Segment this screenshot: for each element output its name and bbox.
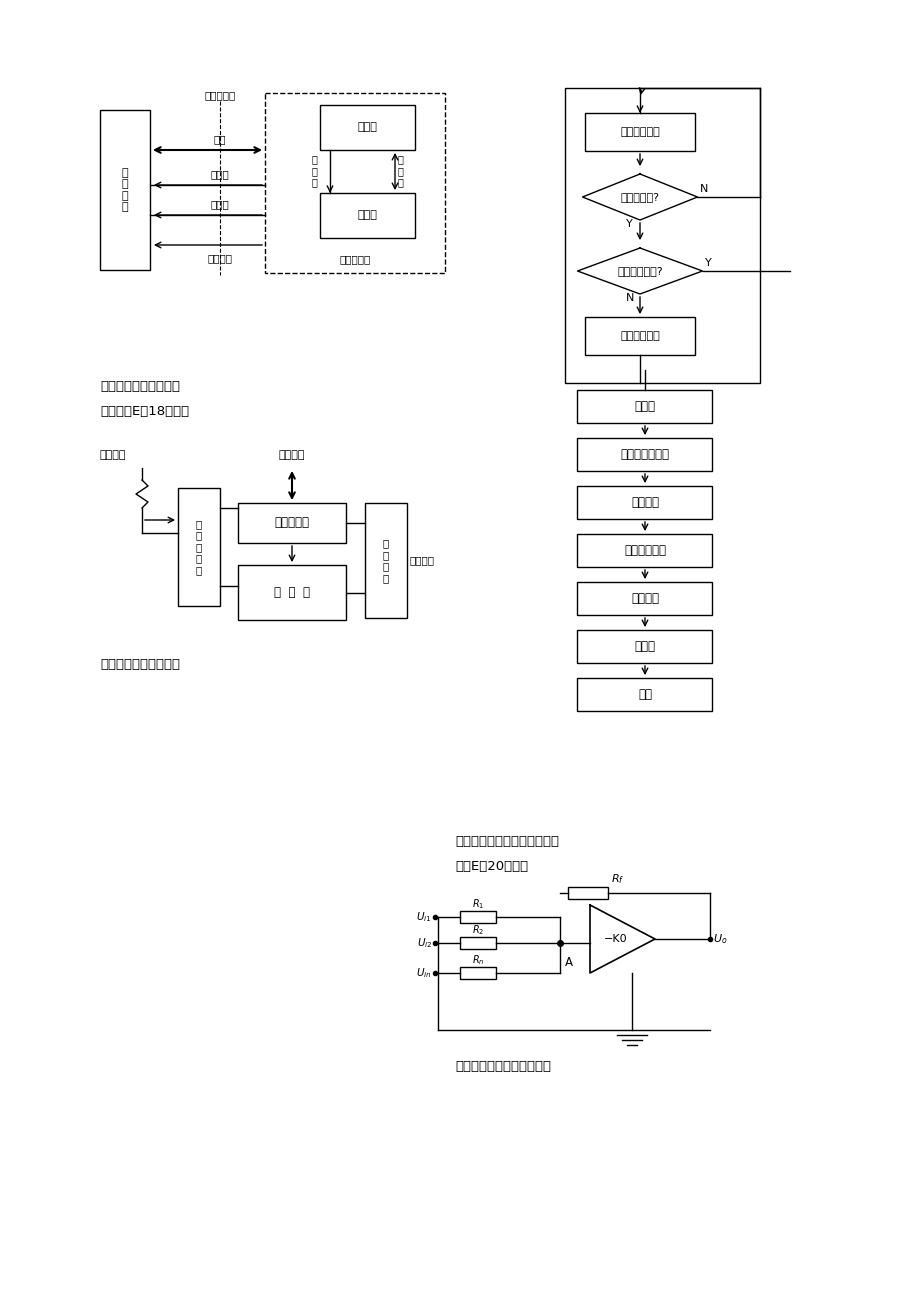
Text: 数据: 数据 <box>213 134 226 145</box>
Bar <box>577 391 711 423</box>
Text: 关中断: 关中断 <box>634 400 654 413</box>
Text: 如图E－20所示。: 如图E－20所示。 <box>455 861 528 874</box>
Text: $U_{i1}$: $U_{i1}$ <box>416 910 432 924</box>
Bar <box>460 911 495 923</box>
Bar <box>564 89 759 383</box>
Text: −K0: −K0 <box>604 934 627 944</box>
Bar <box>265 92 445 273</box>
Text: 返回: 返回 <box>637 687 652 700</box>
Text: 存储器接口: 存储器接口 <box>204 90 235 100</box>
Text: $U_{in}$: $U_{in}$ <box>415 966 432 980</box>
Text: $U_{i2}$: $U_{i2}$ <box>416 936 432 950</box>
Text: 指令结束吗?: 指令结束吗? <box>619 191 659 202</box>
Text: 画出加法运算放大器逻辑图。: 画出加法运算放大器逻辑图。 <box>455 835 559 848</box>
Text: 中断服务: 中断服务 <box>630 496 658 509</box>
Text: 恢复现场: 恢复现场 <box>630 592 658 605</box>
Bar <box>577 437 711 471</box>
Text: $R_2$: $R_2$ <box>471 923 483 937</box>
Text: $U_o$: $U_o$ <box>712 932 727 945</box>
Text: 画出闭环反馈控制系统图。: 画出闭环反馈控制系统图。 <box>455 1060 550 1073</box>
Bar <box>100 109 150 270</box>
Text: 内
存
储
器: 内 存 储 器 <box>121 168 128 212</box>
Bar <box>584 316 694 355</box>
Text: Y: Y <box>625 219 632 229</box>
Text: 运算器: 运算器 <box>357 122 377 133</box>
Bar <box>460 937 495 949</box>
Bar <box>238 503 346 543</box>
Bar <box>577 534 711 566</box>
Text: 状态线: 状态线 <box>210 169 229 178</box>
Text: $R_f$: $R_f$ <box>610 872 624 885</box>
Text: 取下一条指令: 取下一条指令 <box>619 331 659 341</box>
Text: 存  储  体: 存 储 体 <box>274 586 310 599</box>
Text: 画出主存储器结构图。: 画出主存储器结构图。 <box>100 380 180 393</box>
Bar <box>577 582 711 615</box>
Text: 保护断点和现场: 保护断点和现场 <box>619 448 669 461</box>
Bar <box>320 105 414 150</box>
Text: 执行一条指令: 执行一条指令 <box>619 128 659 137</box>
Text: 开中断: 开中断 <box>634 641 654 654</box>
Text: 控制器: 控制器 <box>357 211 377 220</box>
Text: 地
址
寄
存
器: 地 址 寄 存 器 <box>196 518 202 575</box>
Text: N: N <box>699 184 708 194</box>
Text: 中央处理机: 中央处理机 <box>339 254 370 264</box>
Text: 至控制器: 至控制器 <box>410 556 435 565</box>
Text: 地址总线: 地址总线 <box>100 450 127 460</box>
Bar <box>577 678 711 711</box>
Bar <box>577 486 711 519</box>
Text: 控制线: 控制线 <box>210 199 229 210</box>
Text: A: A <box>564 957 573 970</box>
Text: N: N <box>625 293 634 303</box>
Bar <box>320 193 414 238</box>
Bar <box>238 565 346 620</box>
Text: $R_1$: $R_1$ <box>471 897 483 911</box>
Bar <box>365 503 406 618</box>
Text: 撤消中断请求: 撤消中断请求 <box>623 544 665 557</box>
Bar <box>577 630 711 663</box>
Bar <box>460 967 495 979</box>
Text: 画出中断服务流程图。: 画出中断服务流程图。 <box>100 658 180 671</box>
Text: 控
制
电
路: 控 制 电 路 <box>382 538 389 583</box>
Text: 地址总线: 地址总线 <box>208 253 233 263</box>
Text: 状
态
线: 状 态 线 <box>398 155 403 187</box>
Text: Y: Y <box>704 258 711 268</box>
Bar <box>567 887 607 898</box>
Bar <box>177 488 220 605</box>
Text: 控
制
线: 控 制 线 <box>312 155 318 187</box>
Text: 数码寄存器: 数码寄存器 <box>274 517 309 530</box>
Text: $R_n$: $R_n$ <box>471 953 483 967</box>
Text: 答：如图E－18所示。: 答：如图E－18所示。 <box>100 405 189 418</box>
Text: 数据总线: 数据总线 <box>278 450 305 460</box>
Text: 有中断请求吗?: 有中断请求吗? <box>617 266 662 276</box>
Bar <box>584 113 694 151</box>
